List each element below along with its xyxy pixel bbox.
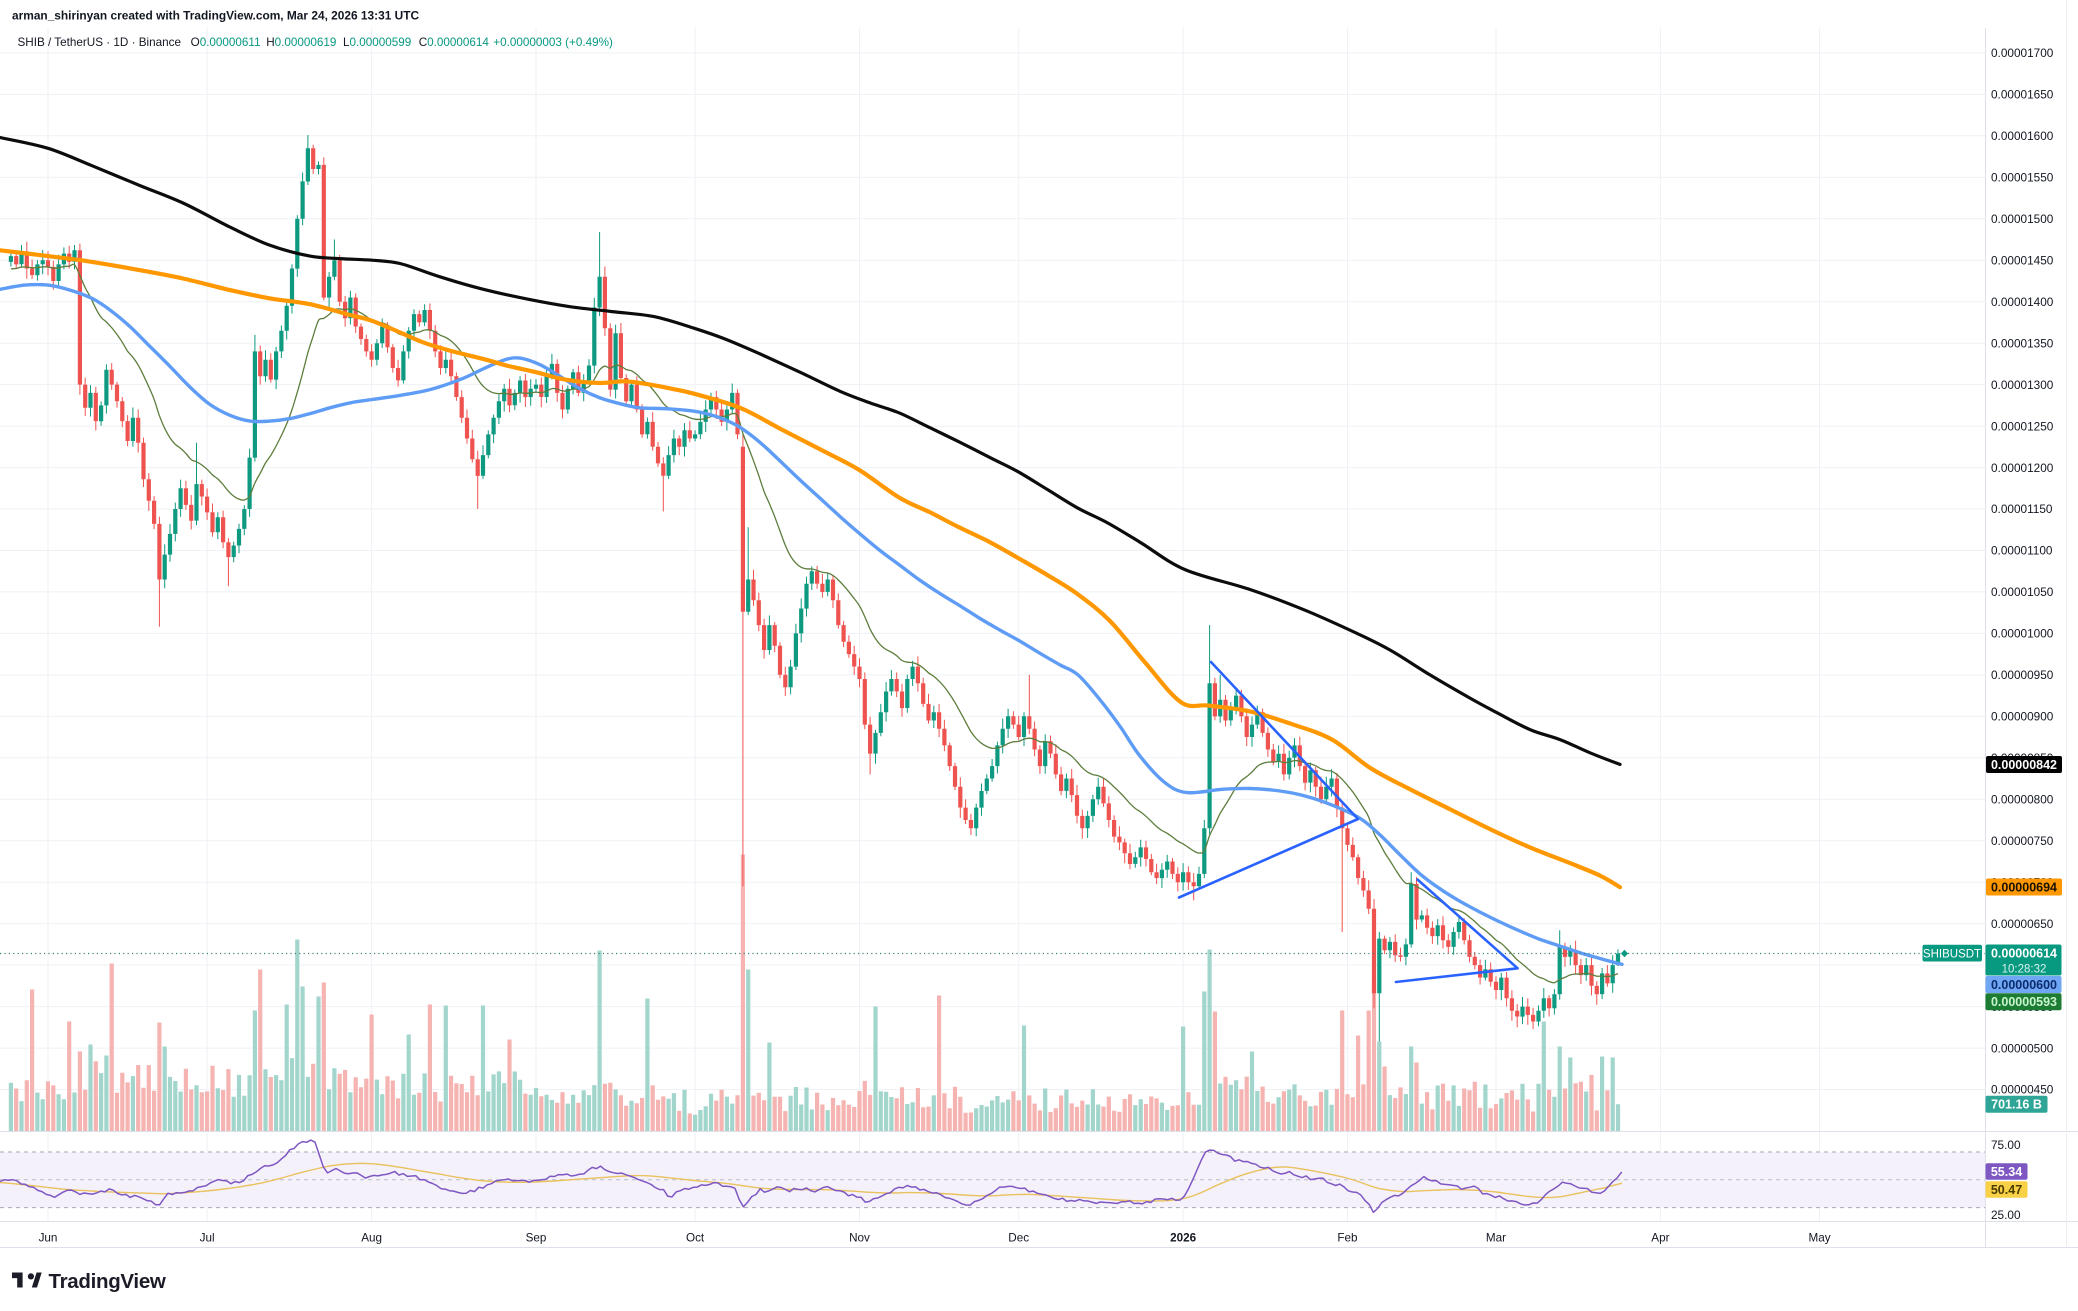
svg-text:10:28:32: 10:28:32 (2002, 963, 2047, 975)
svg-text:0.00001550: 0.00001550 (1991, 171, 2054, 185)
svg-text:Nov: Nov (849, 1231, 870, 1244)
svg-text:Sep: Sep (526, 1231, 547, 1244)
svg-text:Oct: Oct (686, 1231, 705, 1244)
svg-text:0.00001350: 0.00001350 (1991, 336, 2054, 350)
svg-text:25.00: 25.00 (1991, 1208, 2021, 1222)
svg-text:0.00001450: 0.00001450 (1991, 253, 2054, 267)
svg-text:C0.00000614: C0.00000614 (419, 36, 490, 49)
svg-text:0.00001500: 0.00001500 (1991, 212, 2054, 226)
svg-text:Aug: Aug (361, 1231, 382, 1244)
svg-text:0.00001400: 0.00001400 (1991, 295, 2054, 309)
svg-text:0.00001050: 0.00001050 (1991, 585, 2054, 599)
svg-text:Apr: Apr (1651, 1231, 1669, 1244)
svg-text:0.00000593: 0.00000593 (1991, 995, 2057, 1009)
svg-text:55.34: 55.34 (1991, 1165, 2022, 1179)
svg-text:0.00001650: 0.00001650 (1991, 88, 2054, 102)
svg-text:+0.00000003 (+0.49%): +0.00000003 (+0.49%) (493, 36, 613, 49)
svg-text:0.00001200: 0.00001200 (1991, 461, 2054, 475)
svg-text:0.00001000: 0.00001000 (1991, 627, 2054, 641)
svg-text:0.00000500: 0.00000500 (1991, 1041, 2054, 1055)
svg-text:arman_shirinyan created with T: arman_shirinyan created with TradingView… (12, 9, 419, 23)
svg-text:H0.00000619: H0.00000619 (266, 36, 336, 49)
svg-text:50.47: 50.47 (1991, 1183, 2022, 1197)
svg-text:0.00000600: 0.00000600 (1991, 978, 2057, 992)
svg-text:0.00001150: 0.00001150 (1991, 502, 2053, 516)
svg-text:Dec: Dec (1008, 1231, 1029, 1244)
svg-text:0.00000750: 0.00000750 (1991, 834, 2054, 848)
svg-text:0.00000650: 0.00000650 (1991, 917, 2054, 931)
svg-text:0.00001700: 0.00001700 (1991, 46, 2054, 60)
svg-text:SHIBUSDT: SHIBUSDT (1923, 949, 1981, 961)
svg-text:0.00001100: 0.00001100 (1991, 544, 2053, 558)
svg-text:0.00000950: 0.00000950 (1991, 668, 2054, 682)
svg-text:Feb: Feb (1337, 1231, 1358, 1244)
svg-text:Jun: Jun (39, 1231, 58, 1244)
svg-text:0.00001600: 0.00001600 (1991, 129, 2054, 143)
svg-text:O0.00000611: O0.00000611 (191, 36, 261, 49)
svg-text:SHIB / TetherUS · 1D · Binance: SHIB / TetherUS · 1D · Binance (18, 36, 181, 49)
svg-text:701.16 B: 701.16 B (1991, 1098, 2042, 1112)
svg-text:0.00000694: 0.00000694 (1991, 881, 2057, 895)
svg-text:75.00: 75.00 (1991, 1138, 2021, 1152)
svg-text:0.00000614: 0.00000614 (1991, 947, 2057, 961)
svg-text:0.00001300: 0.00001300 (1991, 378, 2054, 392)
svg-text:Jul: Jul (200, 1231, 215, 1244)
svg-text:2026: 2026 (1170, 1231, 1197, 1244)
svg-text:TradingView: TradingView (49, 1270, 166, 1293)
svg-text:L0.00000599: L0.00000599 (343, 36, 411, 49)
svg-text:May: May (1808, 1231, 1830, 1244)
svg-text:0.00000900: 0.00000900 (1991, 710, 2054, 724)
svg-text:0.00000842: 0.00000842 (1991, 758, 2057, 772)
svg-text:0.00000450: 0.00000450 (1991, 1083, 2054, 1097)
svg-text:Mar: Mar (1486, 1231, 1506, 1244)
svg-text:0.00000800: 0.00000800 (1991, 793, 2054, 807)
svg-text:0.00001250: 0.00001250 (1991, 419, 2054, 433)
